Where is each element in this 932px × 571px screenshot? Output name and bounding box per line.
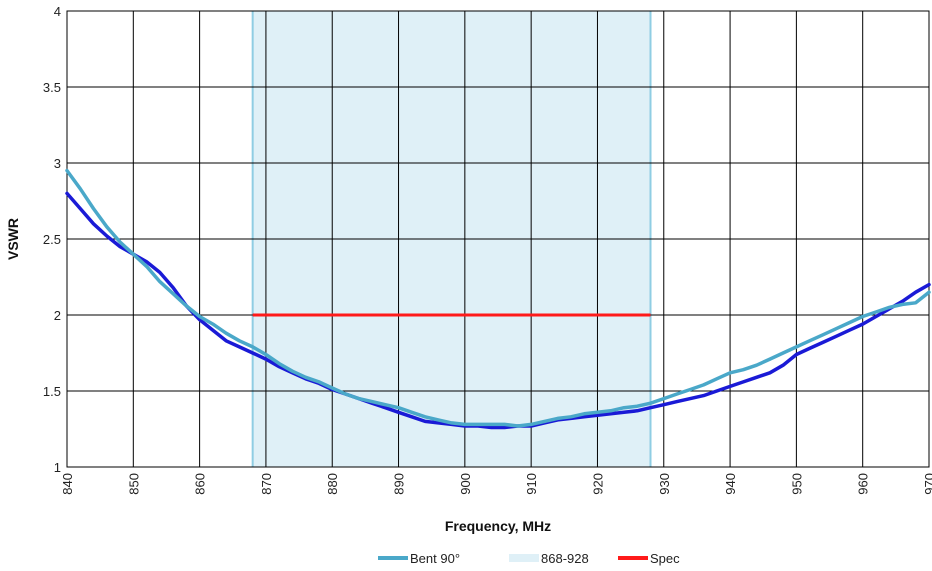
y-tick-label: 2 <box>54 308 61 323</box>
series-line-0 <box>65 191 931 430</box>
y-tick-label: 1 <box>54 460 61 475</box>
x-tick-label: 920 <box>590 473 605 495</box>
legend-label: Bent 90° <box>410 551 460 566</box>
y-axis-title: VSWR <box>5 218 21 260</box>
y-tick-label: 3 <box>54 156 61 171</box>
x-tick-label: 840 <box>60 473 75 495</box>
legend-label: 868-928 <box>541 551 589 566</box>
legend-swatch-band <box>509 554 539 562</box>
x-tick-label: 900 <box>458 473 473 495</box>
x-tick-label: 960 <box>856 473 871 495</box>
y-tick-label: 1.5 <box>43 384 61 399</box>
x-tick-label: 940 <box>723 473 738 495</box>
x-tick-label: 880 <box>325 473 340 495</box>
y-tick-label: 3.5 <box>43 80 61 95</box>
x-tick-label: 950 <box>789 473 804 495</box>
series-layer <box>65 168 931 430</box>
x-tick-label: 930 <box>657 473 672 495</box>
x-tick-label: 870 <box>259 473 274 495</box>
x-axis-title: Frequency, MHz <box>445 518 551 534</box>
y-tick-label: 2.5 <box>43 232 61 247</box>
legend: Bent 90° 868-928 Spec <box>378 551 680 566</box>
y-tick-labels: 1 1.5 2 2.5 3 3.5 4 <box>43 4 61 475</box>
x-tick-labels: 840 850 860 870 880 890 900 910 920 930 940 950 960 9… <box>60 473 932 495</box>
legend-label: Spec <box>650 551 680 566</box>
x-tick-label: 910 <box>524 473 539 495</box>
y-tick-label: 4 <box>54 4 61 19</box>
x-tick-label: 970 <box>922 473 932 495</box>
x-tick-label: 890 <box>392 473 407 495</box>
series-line-1 <box>65 168 931 428</box>
plot-frame <box>66 10 930 468</box>
x-tick-label: 860 <box>193 473 208 495</box>
x-tick-label: 850 <box>126 473 141 495</box>
